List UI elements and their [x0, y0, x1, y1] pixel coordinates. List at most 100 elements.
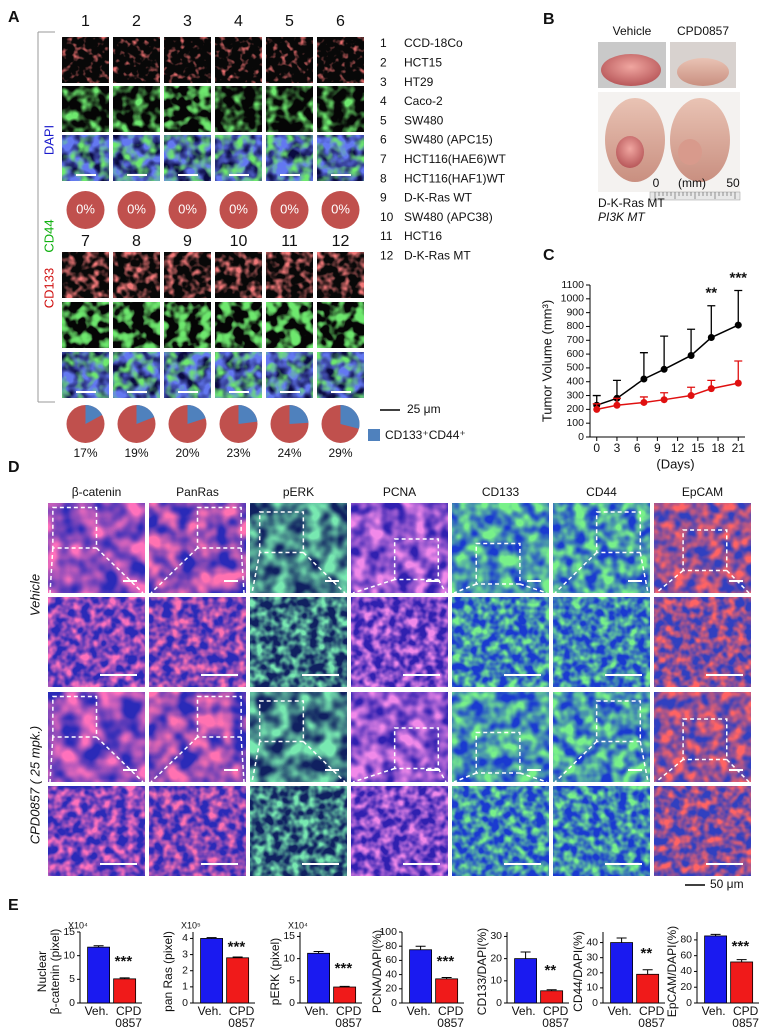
pie-label: 23%: [226, 446, 250, 460]
y-tick-label: 100: [566, 417, 584, 429]
legend-name: Caco-2: [404, 94, 443, 108]
x-tick-label: 0: [593, 441, 600, 455]
y-tick-label: 0: [182, 997, 188, 1009]
y-tick-label: 40: [586, 936, 598, 948]
y-tick-label: 10: [63, 949, 75, 961]
y-tick-label: 200: [566, 403, 584, 415]
significance: ***: [437, 953, 455, 970]
ruler-label: 50: [726, 176, 740, 190]
error-bar: [616, 937, 627, 943]
x-tick-label: 0857: [335, 1016, 362, 1030]
y-axis-label: Nuclear: [35, 951, 49, 992]
micrograph-stain: [149, 786, 246, 876]
x-tick-label: CPD: [116, 1004, 142, 1018]
micrograph-stain: [149, 597, 246, 687]
y-tick-label: 0: [496, 997, 502, 1009]
panel-label: A: [8, 9, 20, 26]
x-tick-label: 6: [634, 441, 641, 455]
legend-name: SW480: [404, 113, 444, 127]
scale-label: 25 μm: [407, 402, 441, 416]
stain-label: DAPI: [41, 125, 56, 155]
zoom-lines: [453, 583, 548, 594]
micrograph-stain: [553, 692, 650, 782]
micrograph-stain: [553, 597, 650, 687]
lane-number: 11: [281, 233, 298, 250]
zoom-box: [196, 506, 242, 549]
pie-label: 0%: [76, 201, 95, 216]
micrograph-stain: [164, 135, 211, 181]
zoom-lines: [453, 772, 548, 783]
significance: ***: [732, 938, 750, 955]
data-point: [593, 405, 601, 413]
micrograph-stain: [317, 302, 364, 348]
tumor: [601, 54, 661, 86]
y-tick-label: 20: [680, 981, 692, 993]
pie-label: 0%: [331, 201, 350, 216]
significance: ***: [335, 960, 353, 977]
y-tick-label: 60: [385, 954, 397, 966]
row-label: CPD0857 ( 25 mpk.): [27, 726, 42, 845]
zoom-box: [595, 700, 642, 743]
data-point: [734, 321, 742, 329]
data-point: [613, 401, 621, 409]
micrograph-stain: [113, 352, 160, 398]
micrograph-stain: [351, 692, 448, 782]
micrograph-stain: [164, 252, 211, 298]
y-tick-label: 0: [578, 431, 584, 443]
error-bar: [206, 937, 217, 939]
lane-number: 6: [336, 13, 345, 30]
legend-number: 6: [380, 133, 387, 147]
pie-background: [321, 191, 360, 229]
legend-name: HCT116(HAE6)WT: [404, 152, 506, 166]
micrograph-stain: [266, 86, 313, 132]
zoom-box: [595, 511, 642, 554]
pie-label: 29%: [328, 446, 352, 460]
pie-wedge: [238, 405, 258, 424]
x-tick-label: 3: [614, 441, 621, 455]
group-label: Vehicle: [613, 24, 652, 38]
legend-name: CCD-18Co: [404, 36, 463, 50]
y-tick-label: 20: [385, 983, 397, 995]
x-tick-label: CPD: [336, 1004, 362, 1018]
x-tick-label: Veh.: [85, 1004, 109, 1018]
data-point: [640, 398, 648, 406]
pie-background: [117, 191, 156, 229]
legend-swatch: [368, 429, 380, 441]
legend-name: D-K-Ras MT: [404, 248, 471, 262]
micrograph-stain: [654, 503, 751, 593]
micrograph-stain: [250, 503, 347, 593]
data-point: [734, 379, 742, 387]
y-tick-label: 0: [592, 997, 598, 1009]
x-tick-label: CPD: [229, 1004, 255, 1018]
pie-wedge: [187, 405, 206, 424]
legend-label: CD133⁺CD44⁺: [385, 428, 466, 442]
micrograph-stain: [250, 786, 347, 876]
significance: ***: [115, 953, 133, 970]
pie-label: 0%: [178, 201, 197, 216]
y-tick-label: 700: [566, 334, 584, 346]
micrograph-stain: [317, 352, 364, 398]
column-header: PanRas: [176, 485, 219, 499]
y-tick-label: 10: [490, 975, 502, 987]
y-tick-label: 5: [289, 975, 295, 987]
zoom-box: [258, 700, 305, 743]
bar: [514, 958, 537, 1004]
micrograph-stain: [113, 37, 160, 83]
data-point: [687, 351, 695, 359]
panel-label: E: [8, 897, 19, 914]
legend-name: SW480 (APC15): [404, 133, 493, 147]
pie-label: 24%: [277, 446, 301, 460]
zoom-box: [393, 727, 440, 770]
bar: [200, 938, 224, 1004]
x-tick-label: 0857: [732, 1016, 759, 1030]
error-bar: [734, 360, 743, 384]
zoom-lines: [251, 740, 346, 783]
bar: [435, 978, 459, 1004]
micrograph-stain: [266, 252, 313, 298]
zoom-box: [475, 542, 521, 585]
pie-label: 19%: [124, 446, 148, 460]
column-header: CD44: [586, 485, 617, 499]
x-tick-label: Veh.: [702, 1004, 726, 1018]
